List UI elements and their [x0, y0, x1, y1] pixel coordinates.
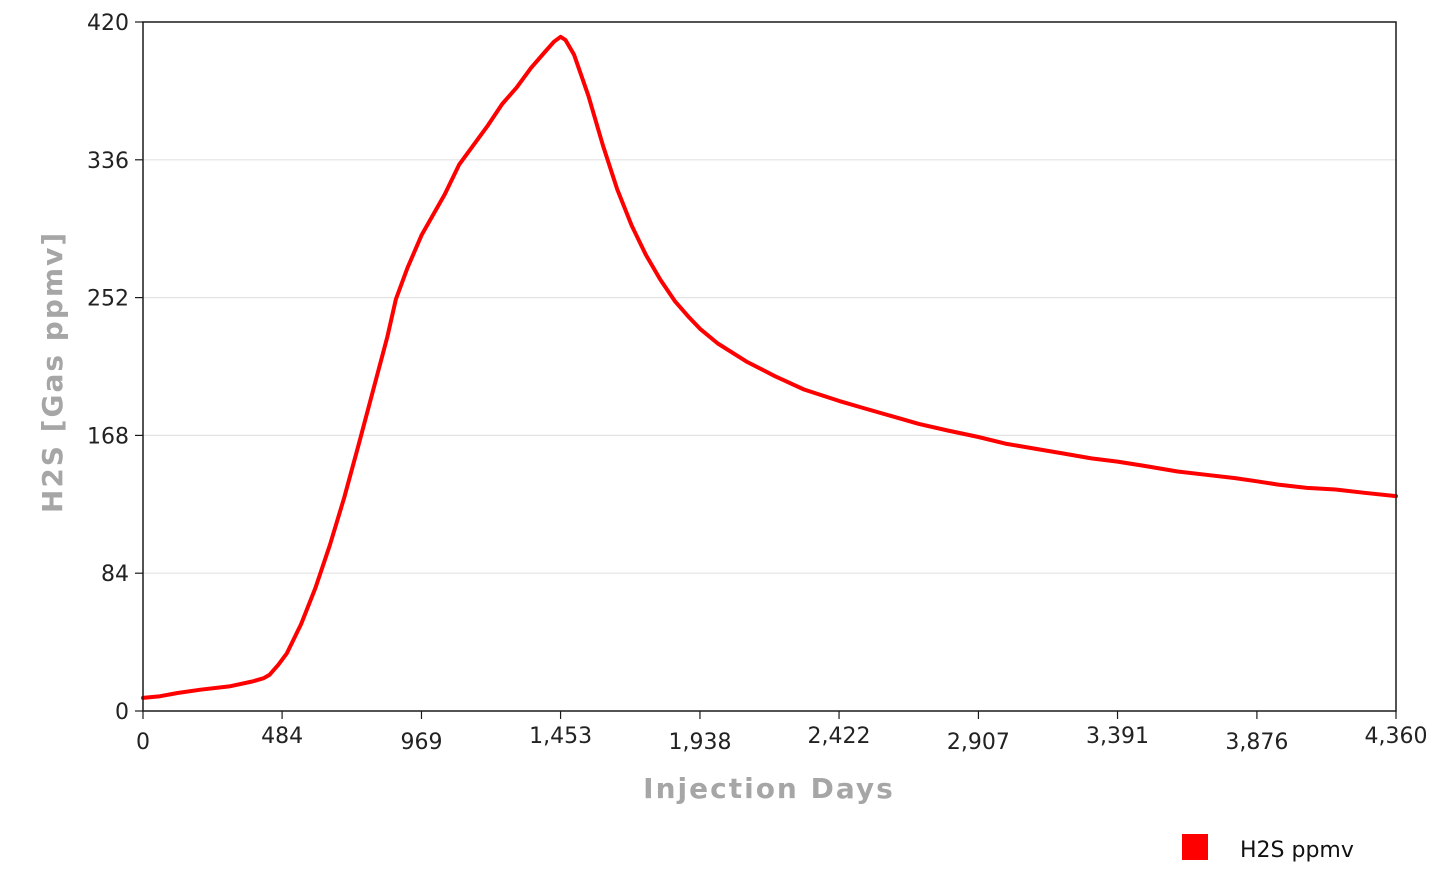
legend-label-h2s: H2S ppmv [1240, 838, 1354, 863]
legend-swatch-h2s [1182, 834, 1208, 860]
plot-area-frame [142, 21, 1397, 712]
x-tick-label: 1,453 [529, 724, 592, 749]
x-tick-label: 3,391 [1086, 724, 1149, 749]
legend: H2S ppmv [1182, 834, 1354, 863]
x-tick-label: 4,360 [1365, 724, 1428, 749]
y-tick-label: 0 [115, 700, 129, 725]
x-tick-label: 1,938 [668, 730, 731, 755]
y-tick-label: 84 [101, 562, 129, 587]
y-tick-label: 252 [87, 287, 129, 312]
x-tick-label: 969 [400, 730, 442, 755]
x-axis-ticks: 0 484 969 1,453 1,938 2,422 2,907 3,391 3,876 4,3… [136, 711, 1427, 755]
x-axis-title: Injection Days [643, 772, 895, 805]
x-tick-label: 3,876 [1225, 730, 1288, 755]
x-tick-label: 0 [136, 730, 150, 755]
data-series [141, 34, 1398, 700]
x-tick-label: 484 [261, 724, 303, 749]
y-tick-label: 168 [87, 424, 129, 449]
series-line-h2s [141, 34, 1398, 700]
y-tick-label: 420 [87, 11, 129, 36]
x-tick-label: 2,422 [808, 724, 871, 749]
y-axis-title: H2S [Gas ppmv] [36, 231, 69, 513]
grid-lines [143, 159, 1396, 574]
y-axis-ticks: 0 84 168 252 336 420 [87, 11, 143, 725]
x-tick-label: 2,907 [947, 730, 1010, 755]
y-tick-label: 336 [87, 149, 129, 174]
